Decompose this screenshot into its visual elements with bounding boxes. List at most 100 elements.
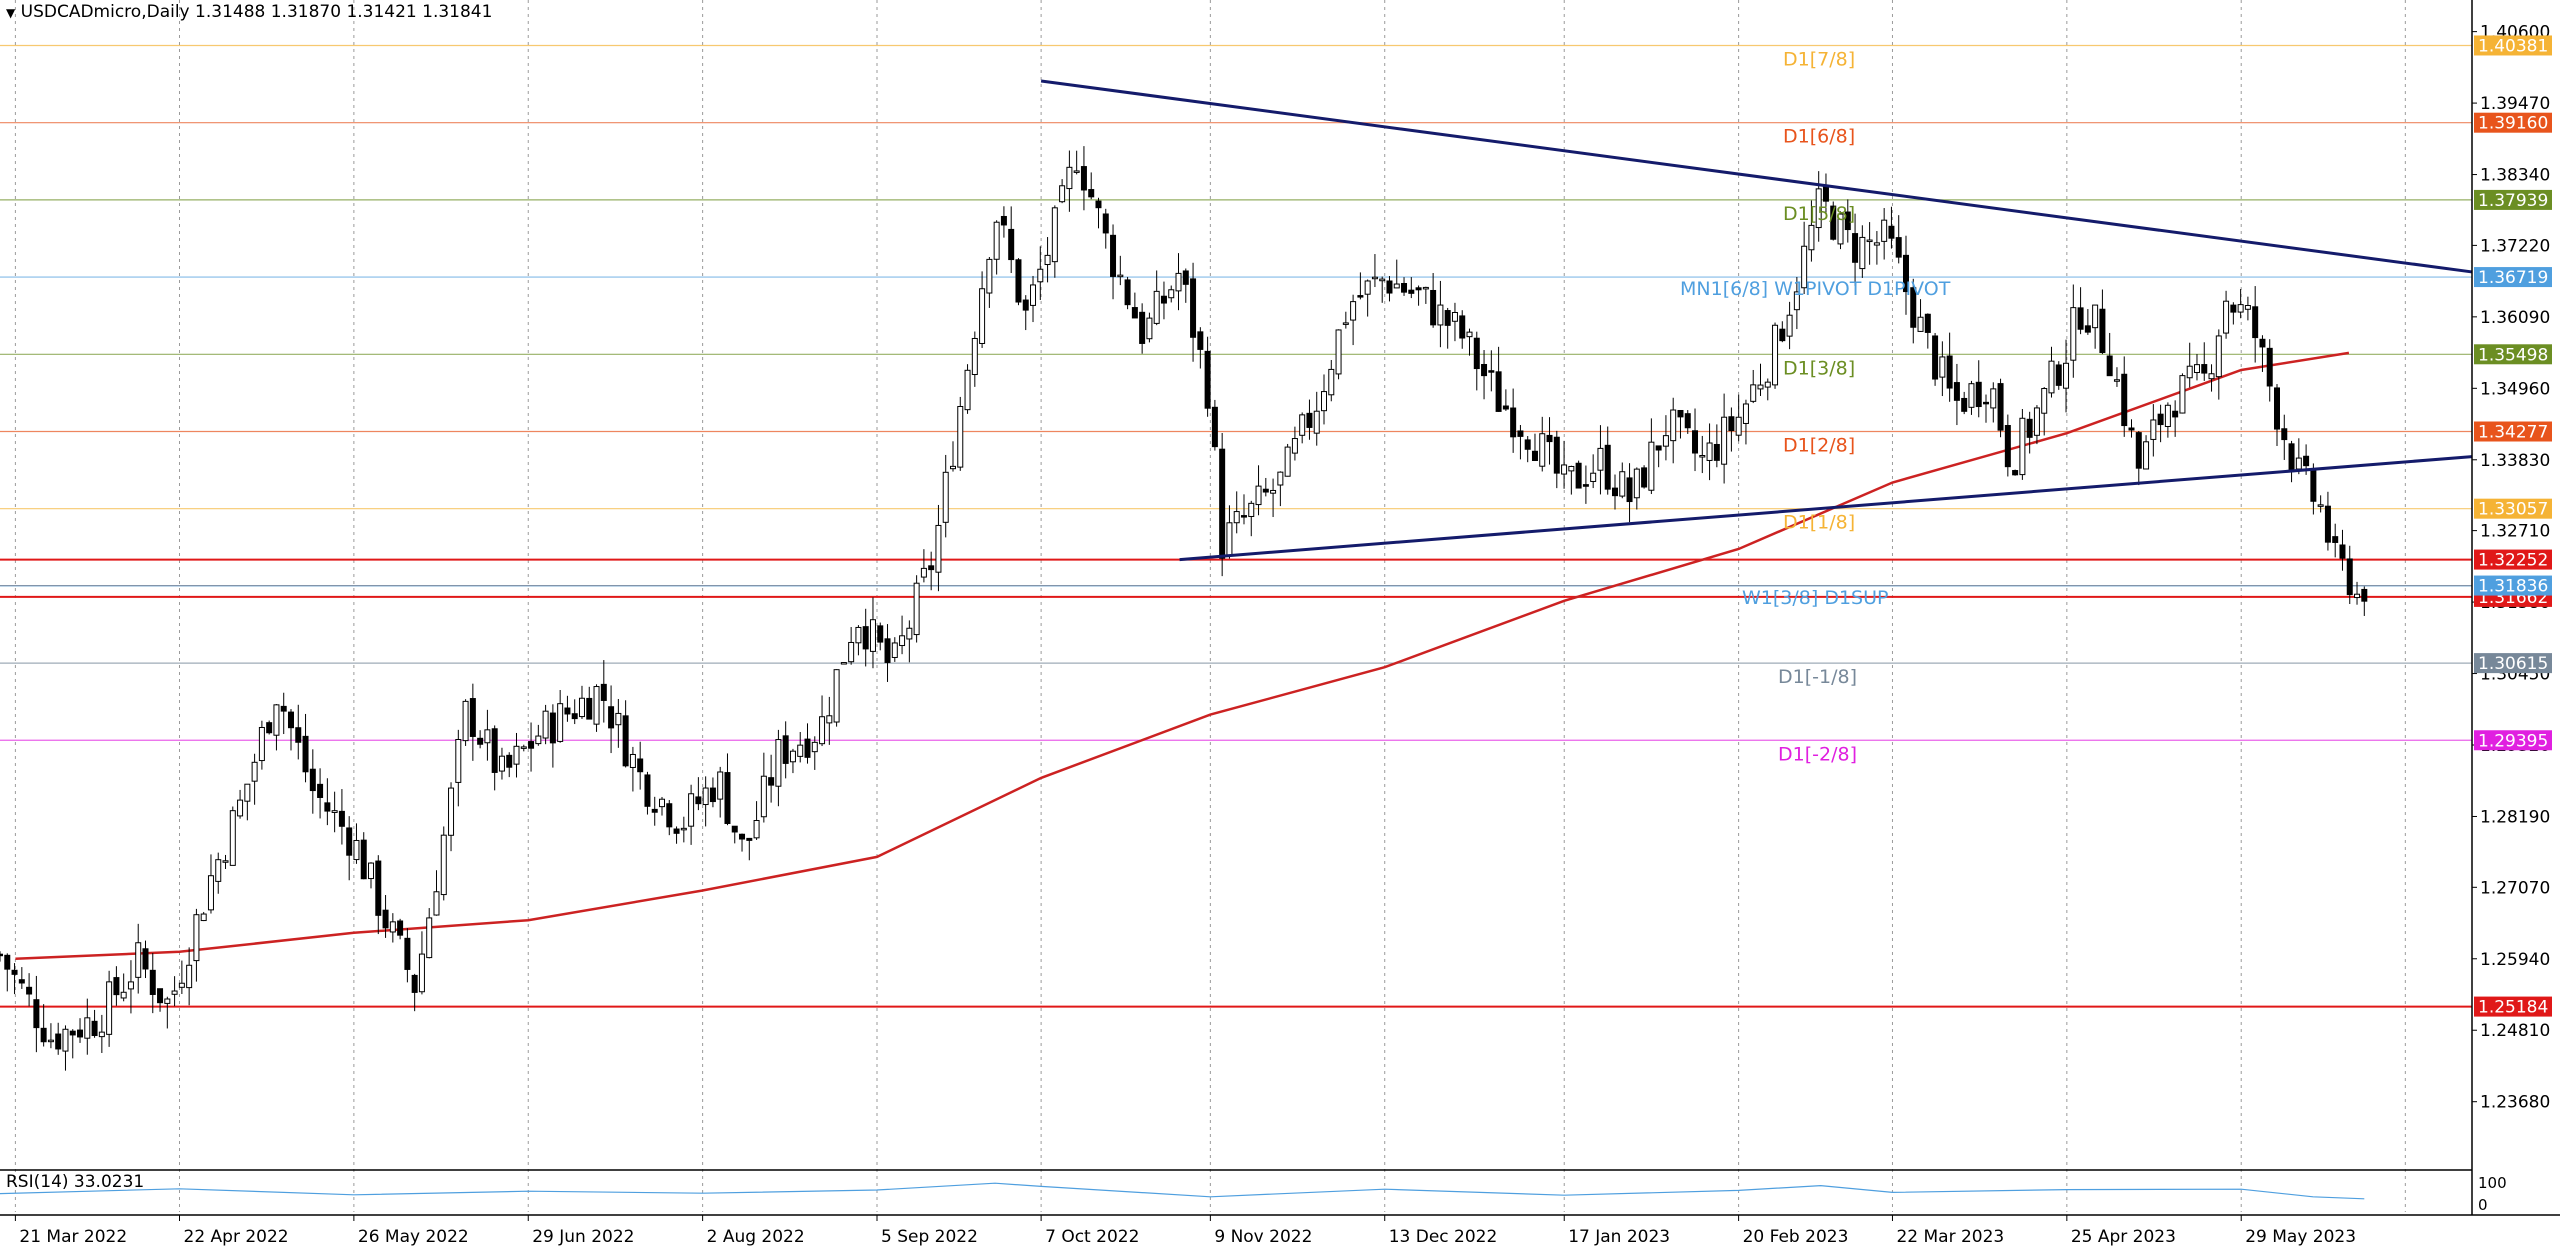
candle-body [593, 686, 600, 725]
level-price-tag-bg [2474, 730, 2552, 751]
candle-body [1844, 211, 1851, 231]
candle-body [2077, 307, 2084, 330]
candle-body [1837, 213, 1844, 245]
price-tick-label: 1.28190 [2480, 807, 2550, 827]
candle-body [498, 755, 505, 772]
candle-body [1321, 391, 1328, 412]
level-price-tag-bg [2474, 344, 2552, 365]
candle-body [1553, 436, 1560, 474]
candle-body [1481, 363, 1488, 377]
candle-body [2361, 588, 2368, 602]
candle-body [1873, 242, 1880, 246]
candle-body [1379, 278, 1386, 282]
candle-body [1699, 455, 1706, 458]
candle-body [709, 787, 716, 803]
candle-body [1881, 219, 1888, 242]
candle-body [1728, 416, 1735, 432]
candle-body [273, 704, 280, 736]
candle-body [127, 981, 134, 990]
candle-body [2237, 304, 2244, 313]
candle-body [1051, 207, 1058, 263]
candle-body [600, 683, 607, 701]
candle-body [1626, 477, 1633, 503]
candle-body [171, 990, 178, 995]
level-label: D1[6/8] [1783, 126, 1855, 148]
candle-body [2339, 544, 2346, 559]
candle-body [2215, 335, 2222, 378]
candle-body [1466, 331, 1473, 338]
time-tick-label: 22 Mar 2023 [1896, 1227, 2004, 1247]
candle-body [426, 917, 433, 959]
trendline-upper [1040, 79, 2473, 274]
current-price-tag-bg [2474, 575, 2552, 596]
candle-body [877, 625, 884, 643]
candle-body [302, 735, 309, 773]
collapse-triangle-icon[interactable]: ▼ [6, 6, 16, 20]
level-price-tag: 1.40381 [2478, 36, 2548, 56]
level-price-tag-bg [2474, 498, 2552, 519]
candle-body [942, 471, 949, 523]
red-price-tag: 1.25184 [2478, 998, 2548, 1018]
candle-body [928, 565, 935, 571]
ohlc-values: 1.31488 1.31870 1.31421 1.31841 [195, 2, 493, 22]
candle-body [1815, 188, 1822, 229]
candle-body [2113, 379, 2120, 382]
candle-body [2332, 536, 2339, 543]
candle-body [440, 834, 447, 896]
candle-body [2164, 404, 2171, 427]
candle-body [237, 799, 244, 817]
candle-body [1735, 416, 1742, 436]
candle-body [768, 777, 775, 786]
candle-body [2055, 364, 2062, 386]
price-tick-label: 1.38340 [2480, 166, 2550, 186]
candle-body [200, 913, 207, 922]
candle-body [1757, 384, 1764, 390]
candle-body [1088, 189, 1095, 198]
candle-body [2157, 413, 2164, 426]
candle-body [1473, 337, 1480, 370]
candle-body [1990, 388, 1997, 409]
candle-body [811, 741, 818, 753]
level-price-tag: 1.30615 [2478, 654, 2548, 674]
candle-body [1713, 443, 1720, 461]
candle-body [637, 758, 644, 773]
level-price-tag-bg [2474, 35, 2552, 56]
price-tick-label: 1.25940 [2480, 950, 2550, 970]
candle-body [178, 982, 185, 988]
candle-body [899, 635, 906, 647]
candle-body [1692, 430, 1699, 454]
price-tick-label: 1.32710 [2480, 522, 2550, 542]
candle-body [1255, 485, 1262, 506]
candle-body [979, 288, 986, 344]
candle-body [1139, 311, 1146, 344]
candle-body [535, 735, 542, 745]
candle-body [1284, 446, 1291, 477]
candle-body [1524, 439, 1531, 450]
candle-body [724, 772, 731, 824]
candle-body [1066, 166, 1073, 190]
candle-body [1968, 383, 1975, 408]
candle-body [1655, 445, 1662, 451]
time-tick-label: 25 Apr 2023 [2071, 1227, 2176, 1247]
candle-body [26, 986, 33, 995]
candle-body [1910, 287, 1917, 328]
candle-body [309, 768, 316, 792]
candle-body [2193, 364, 2200, 374]
candle-body [2281, 428, 2288, 441]
candle-body [1859, 236, 1866, 270]
candle-body [520, 746, 527, 749]
level-label: W1[3/8] D1SUP [1742, 587, 1888, 609]
candle-body [644, 774, 651, 807]
candle-body [47, 1039, 54, 1043]
price-tick-label: 1.33830 [2480, 451, 2550, 471]
candle-body [1772, 324, 1779, 386]
candle-body [1350, 301, 1357, 321]
candle-body [2048, 360, 2055, 394]
candle-body [18, 979, 25, 984]
candle-body [98, 1031, 105, 1038]
candle-body [1328, 368, 1335, 396]
candle-body [295, 727, 302, 743]
time-tick-label: 5 Sep 2022 [881, 1227, 978, 1247]
candle-body [69, 1030, 76, 1036]
